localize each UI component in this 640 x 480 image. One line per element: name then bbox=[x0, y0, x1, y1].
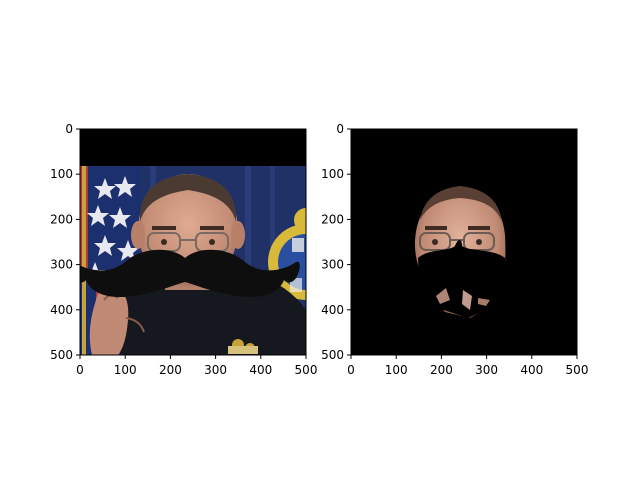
y-tick-label: 500 bbox=[50, 348, 73, 362]
mustache-overlay bbox=[80, 249, 300, 298]
x-tick-label: 300 bbox=[475, 363, 498, 377]
y-tick-label: 500 bbox=[321, 348, 344, 362]
x-tick-label: 100 bbox=[385, 363, 408, 377]
x-tick-label: 0 bbox=[76, 363, 84, 377]
y-tick-label: 0 bbox=[336, 122, 344, 136]
x-tick-label: 200 bbox=[159, 363, 182, 377]
axes-frame bbox=[79, 128, 307, 356]
y-tick-label: 400 bbox=[321, 303, 344, 317]
x-tick-label: 300 bbox=[204, 363, 227, 377]
x-tick-label: 100 bbox=[114, 363, 137, 377]
y-tick-label: 200 bbox=[321, 212, 344, 226]
y-tick-label: 100 bbox=[50, 167, 73, 181]
x-tick-label: 0 bbox=[347, 363, 355, 377]
axes-frame bbox=[350, 128, 578, 356]
x-tick-label: 400 bbox=[249, 363, 272, 377]
y-tick-label: 300 bbox=[321, 258, 344, 272]
y-tick-label: 400 bbox=[50, 303, 73, 317]
y-tick-label: 300 bbox=[50, 258, 73, 272]
y-tick-label: 100 bbox=[321, 167, 344, 181]
x-tick-label: 400 bbox=[520, 363, 543, 377]
left-image-panel bbox=[80, 129, 306, 355]
right-masked-photo bbox=[351, 129, 577, 355]
y-tick-label: 0 bbox=[65, 122, 73, 136]
left-photo bbox=[80, 129, 306, 355]
x-tick-label: 200 bbox=[430, 363, 453, 377]
x-tick-label: 500 bbox=[566, 363, 589, 377]
right-image-panel bbox=[351, 129, 577, 355]
x-tick-label: 500 bbox=[295, 363, 318, 377]
y-tick-label: 200 bbox=[50, 212, 73, 226]
